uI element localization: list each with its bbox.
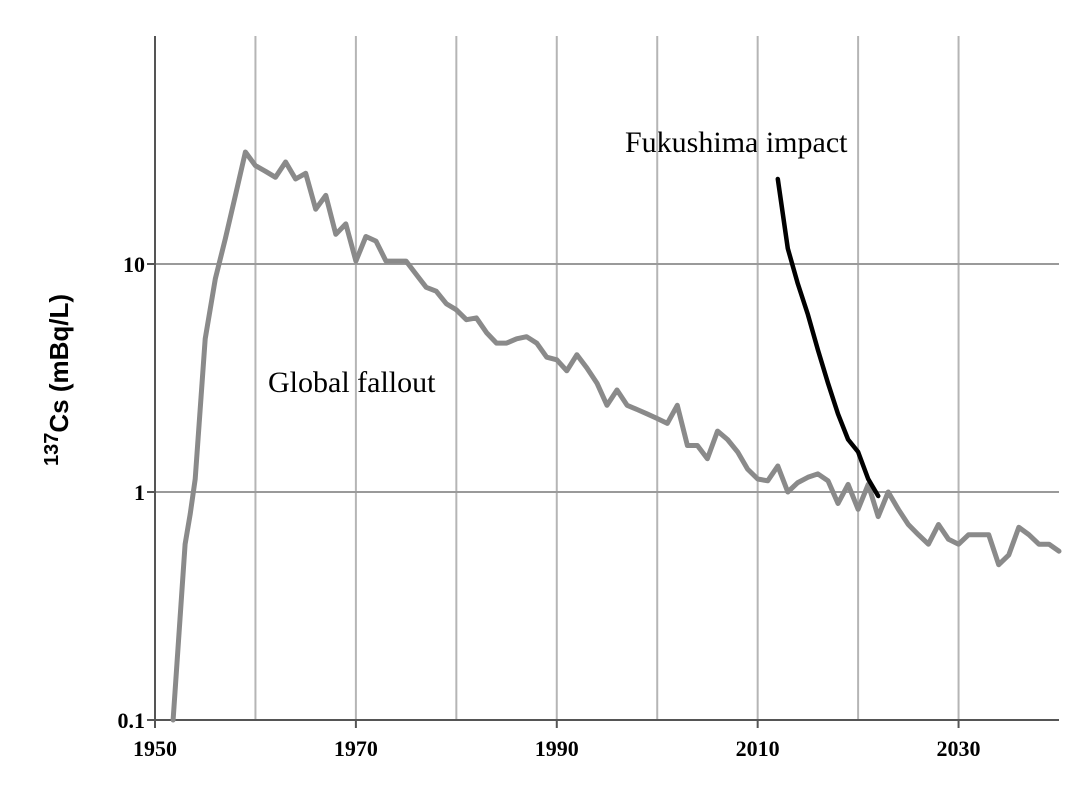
y-axis-label: 137Cs (mBq/L)	[41, 294, 74, 466]
x-tick-label: 2010	[736, 736, 780, 761]
y-axis-label-main: Cs (mBq/L)	[44, 294, 74, 433]
x-tick-label: 1950	[133, 736, 177, 761]
series-line	[775, 176, 881, 499]
annotation: Fukushima impact	[625, 126, 848, 159]
y-axis-label-sup: 137	[41, 433, 63, 466]
x-tick-label: 1970	[334, 736, 378, 761]
annotation: Global fallout	[268, 366, 436, 399]
x-tick-label: 1990	[535, 736, 579, 761]
y-tick-label: 1	[134, 480, 145, 505]
y-tick-label: 10	[123, 252, 145, 277]
y-tick-label: 0.1	[118, 708, 146, 733]
series-line	[170, 149, 1062, 723]
x-tick-label: 2030	[937, 736, 981, 761]
